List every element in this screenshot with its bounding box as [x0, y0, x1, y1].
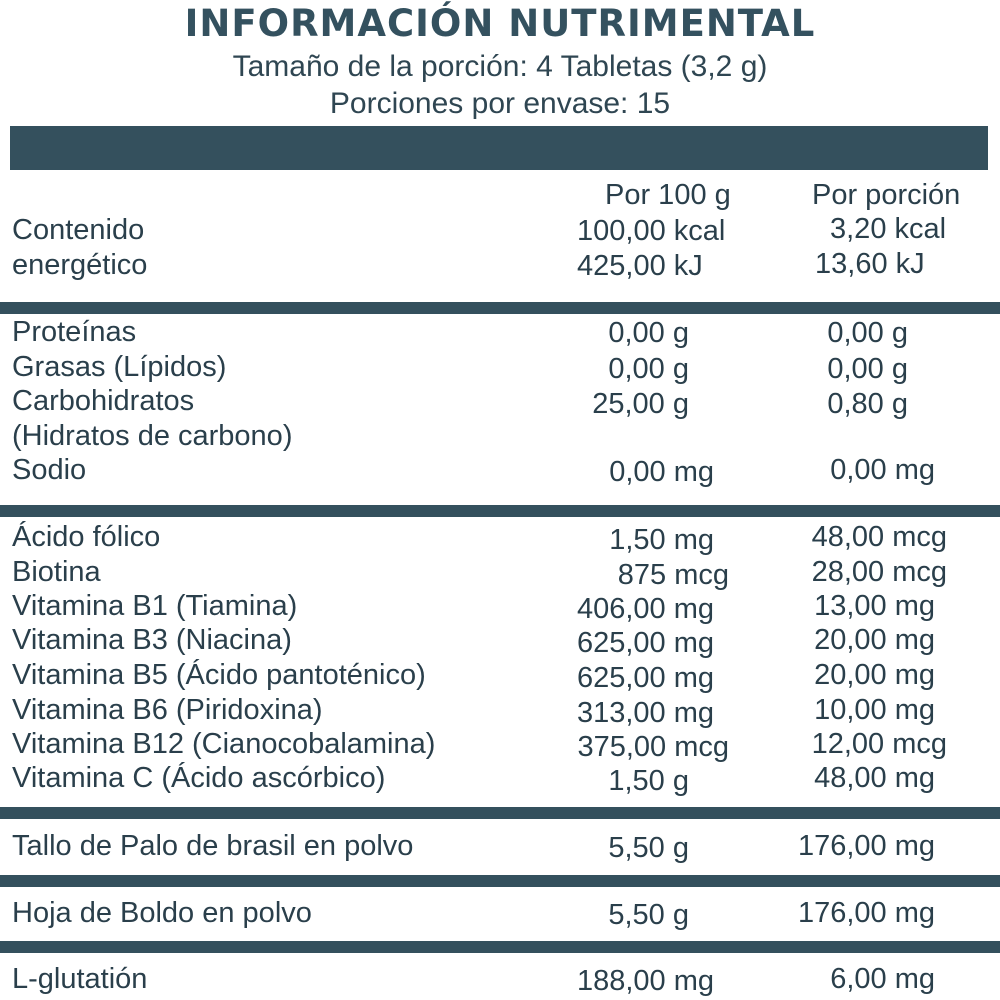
macro-per-serving: 0,00 g	[827, 353, 908, 385]
vitamin-label: Vitamina B1 (Tiamina)	[12, 590, 298, 622]
vitamin-per100: 1,50 mg	[609, 524, 714, 556]
vitamin-per-serving: 10,00 mg	[814, 694, 935, 726]
macro-label: Sodio	[12, 454, 87, 486]
vitamin-label: Vitamina C (Ácido ascórbico)	[12, 762, 386, 794]
extra-per-serving: 176,00 mg	[797, 830, 935, 862]
vitamin-label: Biotina	[12, 556, 101, 588]
extra-label: L-glutatión	[12, 963, 148, 995]
macro-per100: 25,00 g	[592, 388, 689, 420]
macro-per100: 0,00 g	[608, 317, 689, 349]
energy-kcal-100: 100,00 kcal	[577, 215, 726, 247]
divider	[0, 807, 1000, 819]
vitamin-per-serving: 28,00 mcg	[811, 556, 947, 588]
extra-per100: 5,50 g	[608, 832, 689, 864]
vitamin-label: Ácido fólico	[12, 521, 161, 553]
macro-per-serving: 0,00 mg	[830, 454, 935, 486]
vitamin-per-serving: 13,00 mg	[814, 590, 935, 622]
vitamin-label: Vitamina B6 (Piridoxina)	[12, 694, 323, 726]
energy-kcal-serving: 3,20 kcal	[830, 213, 947, 245]
vitamin-per-serving: 12,00 mcg	[811, 728, 947, 760]
vitamin-per100: 1,50 g	[608, 765, 689, 797]
vitamin-label: Vitamina B5 (Ácido pantoténico)	[12, 659, 426, 691]
col-header-per-serving: Por porción	[812, 179, 961, 211]
vitamin-per-serving: 20,00 mg	[814, 659, 935, 691]
divider	[0, 505, 1000, 517]
energy-kj-serving: 13,60 kJ	[815, 248, 925, 280]
macro-per100: 0,00 mg	[609, 456, 714, 488]
col-header-per100: Por 100 g	[605, 179, 731, 211]
vitamin-per100: 375,00 mcg	[577, 731, 729, 763]
vitamin-per100: 625,00 mg	[576, 627, 714, 659]
extra-label: Hoja de Boldo en polvo	[12, 897, 312, 929]
macro-per-serving: 0,80 g	[827, 388, 908, 420]
divider	[0, 302, 1000, 314]
vitamin-per100: 406,00 mg	[576, 593, 714, 625]
divider	[0, 875, 1000, 887]
macro-label: Carbohidratos	[12, 385, 195, 417]
macro-per100: 0,00 g	[608, 353, 689, 385]
divider	[0, 941, 1000, 953]
extra-per-serving: 176,00 mg	[797, 897, 935, 929]
energy-label-line2: energético	[12, 249, 148, 281]
macro-label: (Hidratos de carbono)	[12, 420, 293, 452]
vitamin-per100: 313,00 mg	[576, 697, 714, 729]
vitamin-per-serving: 48,00 mg	[814, 762, 935, 794]
serving-size: Tamaño de la porción: 4 Tabletas (3,2 g)	[232, 50, 768, 83]
vitamin-label: Vitamina B12 (Cianocobalamina)	[12, 728, 436, 760]
macro-label: Proteínas	[12, 316, 137, 348]
vitamin-per-serving: 48,00 mcg	[811, 521, 947, 553]
energy-kj-100: 425,00 kJ	[577, 250, 703, 282]
energy-label-line1: Contenido	[12, 214, 145, 246]
vitamin-label: Vitamina B3 (Niacina)	[12, 624, 292, 656]
page-title: INFORMACIÓN NUTRIMENTAL	[184, 2, 816, 45]
macro-label: Grasas (Lípidos)	[12, 351, 227, 383]
vitamin-per-serving: 20,00 mg	[814, 624, 935, 656]
vitamin-per100: 875 mcg	[617, 559, 729, 591]
servings-per-container: Porciones por envase: 15	[329, 87, 671, 120]
vitamin-per100: 625,00 mg	[576, 662, 714, 694]
extra-per100: 5,50 g	[608, 899, 689, 931]
extra-per-serving: 6,00 mg	[830, 963, 935, 995]
extra-label: Tallo de Palo de brasil en polvo	[12, 830, 414, 862]
extra-per100: 188,00 mg	[576, 965, 714, 997]
header-bar	[10, 126, 988, 170]
macro-per-serving: 0,00 g	[827, 317, 908, 349]
